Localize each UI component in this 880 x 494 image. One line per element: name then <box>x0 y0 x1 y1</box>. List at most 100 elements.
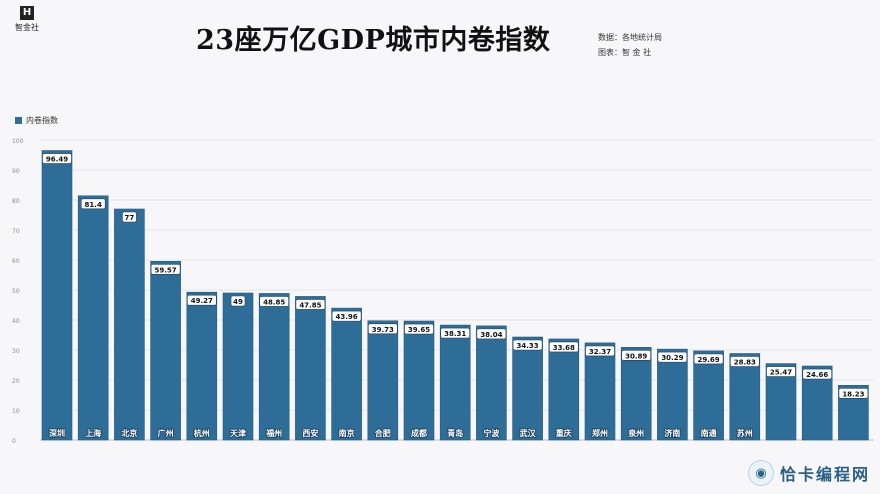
data-label: 81.4 <box>85 201 102 209</box>
bar <box>114 208 145 441</box>
x-tick-label: 西安 <box>302 428 318 438</box>
x-tick-label: 郑州 <box>592 428 608 438</box>
bar <box>295 296 326 441</box>
x-tick-label: 南通 <box>701 428 717 438</box>
y-tick-label: 50 <box>12 288 20 295</box>
data-source: 数据：各地统计局 <box>598 33 662 42</box>
x-tick-label: 南京 <box>339 428 355 438</box>
data-label-badge <box>802 368 833 380</box>
bar <box>512 336 543 441</box>
data-label-badge <box>585 345 615 357</box>
y-tick-label: 60 <box>12 258 20 265</box>
data-label-badge <box>404 323 434 335</box>
y-tick-label: 90 <box>12 168 20 175</box>
data-label-badge <box>331 310 362 322</box>
data-label: 49.27 <box>191 297 213 305</box>
data-label-badge <box>367 323 398 335</box>
x-tick-label: 上海 <box>85 428 101 438</box>
y-tick-label: 0 <box>12 438 16 445</box>
x-tick-label: 合肥 <box>374 428 391 438</box>
x-tick-label: 苏州 <box>737 428 753 438</box>
x-tick-label: 成都 <box>411 428 427 438</box>
x-tick-label: 宁波 <box>483 428 500 438</box>
data-label: 18.23 <box>842 390 864 398</box>
x-tick-label: 青岛 <box>447 428 463 438</box>
bar <box>258 293 290 441</box>
watermark-text: 恰卡编程网 <box>779 465 870 484</box>
data-label: 25.47 <box>770 369 792 377</box>
data-label: 24.66 <box>806 371 828 379</box>
chart-meta: 数据：各地统计局 图表：智 金 社 <box>598 30 662 60</box>
chart-credit: 图表：智 金 社 <box>598 48 652 57</box>
data-label: 34.33 <box>517 342 539 350</box>
bar <box>186 291 218 441</box>
data-label: 43.96 <box>336 313 358 321</box>
data-label: 39.73 <box>372 326 394 334</box>
data-label-badge <box>657 351 688 363</box>
data-label: 30.29 <box>661 354 683 362</box>
bar <box>403 320 435 441</box>
legend-swatch <box>15 117 22 124</box>
bar <box>729 353 761 441</box>
bar <box>367 320 399 441</box>
data-label-badge <box>230 295 246 307</box>
data-label-badge <box>42 153 72 164</box>
x-tick-label: 福州 <box>265 428 282 438</box>
data-label: 38.31 <box>444 330 466 338</box>
x-tick-label: 济南 <box>664 428 680 438</box>
data-label-badge <box>80 198 106 210</box>
data-label-badge <box>766 366 796 377</box>
y-tick-label: 10 <box>12 408 20 415</box>
data-label-badge <box>476 328 507 340</box>
data-label: 29.69 <box>698 356 720 364</box>
y-tick-label: 70 <box>12 228 20 235</box>
data-label-badge <box>621 350 652 361</box>
watermark: ◉ 恰卡编程网 <box>747 460 870 486</box>
logo-mark: H <box>20 6 34 20</box>
data-label: 33.68 <box>553 344 575 352</box>
data-label: 77 <box>125 214 135 222</box>
legend: 内卷指数 <box>15 115 58 126</box>
bar <box>657 348 688 441</box>
bar <box>41 150 73 441</box>
x-tick-label: 深圳 <box>49 428 65 438</box>
bar <box>693 350 724 441</box>
data-label-badge <box>440 327 471 339</box>
data-label-badge <box>512 339 543 351</box>
bar <box>584 342 616 441</box>
data-label-badge <box>122 211 137 223</box>
data-label: 59.57 <box>155 266 177 274</box>
logo-name: 智金社 <box>15 23 39 32</box>
data-label: 47.85 <box>299 301 321 309</box>
bar <box>150 260 181 441</box>
bar <box>77 195 109 441</box>
x-tick-label: 天津 <box>230 428 246 438</box>
owl-icon: ◉ <box>747 460 774 486</box>
data-label-badge <box>729 356 760 367</box>
x-tick-label: 杭州 <box>194 428 210 438</box>
y-tick-label: 30 <box>12 348 20 355</box>
data-label-badge <box>838 388 869 399</box>
data-label-badge <box>187 294 217 306</box>
data-label: 30.89 <box>625 352 647 360</box>
data-label: 49 <box>233 298 243 306</box>
bar <box>439 324 471 441</box>
bar <box>222 292 254 441</box>
x-tick-label: 重庆 <box>556 428 572 438</box>
data-label: 39.65 <box>408 326 430 334</box>
data-label: 48.85 <box>263 298 285 306</box>
x-tick-label: 武汉 <box>520 428 537 438</box>
data-label: 96.49 <box>46 156 68 164</box>
data-label: 38.04 <box>480 331 502 339</box>
data-label-badge <box>259 296 290 307</box>
data-label-badge <box>693 353 724 365</box>
legend-label: 内卷指数 <box>26 116 58 125</box>
x-tick-label: 泉州 <box>627 428 644 438</box>
data-label-badge <box>150 263 181 275</box>
x-tick-label: 北京 <box>121 428 137 438</box>
x-tick-label: 广州 <box>158 428 174 438</box>
data-label-badge <box>548 341 579 353</box>
data-label-badge <box>295 299 326 310</box>
bar <box>548 338 580 441</box>
